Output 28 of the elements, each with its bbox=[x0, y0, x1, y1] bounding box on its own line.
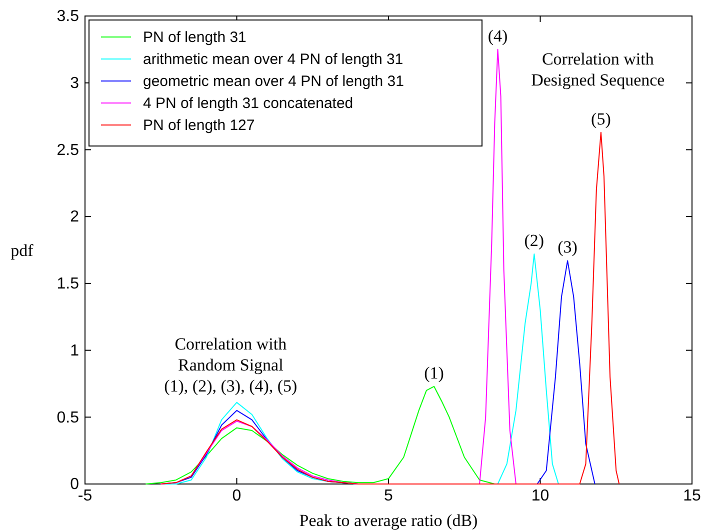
x-tick-label: 15 bbox=[683, 487, 701, 504]
y-tick-label: 1.5 bbox=[56, 276, 80, 293]
x-tick-label: -5 bbox=[78, 487, 92, 504]
annotation: (4) bbox=[488, 26, 508, 46]
y-axis-title: pdf bbox=[10, 241, 34, 260]
x-axis-title: Peak to average ratio (dB) bbox=[299, 511, 478, 530]
annotation: (2) bbox=[524, 231, 544, 250]
legend-label: 4 PN of length 31 concatenated bbox=[143, 95, 354, 112]
x-tick-label: 5 bbox=[384, 487, 394, 504]
y-tick-label: 3 bbox=[70, 74, 80, 92]
x-tick-label: 0 bbox=[232, 487, 242, 504]
legend-label: arithmetic mean over 4 PN of length 31 bbox=[143, 51, 404, 68]
y-tick-label: 0.5 bbox=[56, 409, 80, 426]
annotation: Correlation with Random Signal (1), (2), (3), (4), (5) bbox=[164, 334, 298, 396]
line-series bbox=[160, 132, 620, 484]
annotation: (1) bbox=[424, 363, 444, 382]
y-tick-label: 2 bbox=[70, 208, 80, 226]
legend-label: geometric mean over 4 PN of length 31 bbox=[143, 73, 404, 90]
legend-label: PN of length 127 bbox=[143, 117, 255, 134]
annotation: (3) bbox=[558, 238, 578, 257]
y-tick-label: 2.5 bbox=[56, 142, 80, 159]
legend-label: PN of length 31 bbox=[143, 29, 246, 46]
y-tick-label: 0 bbox=[70, 476, 80, 494]
annotation: Correlation with Designed Sequence bbox=[531, 50, 665, 90]
x-tick-label: 10 bbox=[531, 487, 550, 504]
annotation: (5) bbox=[591, 109, 611, 128]
y-tick-label: 3.5 bbox=[56, 8, 80, 26]
y-tick-label: 1 bbox=[70, 342, 80, 360]
